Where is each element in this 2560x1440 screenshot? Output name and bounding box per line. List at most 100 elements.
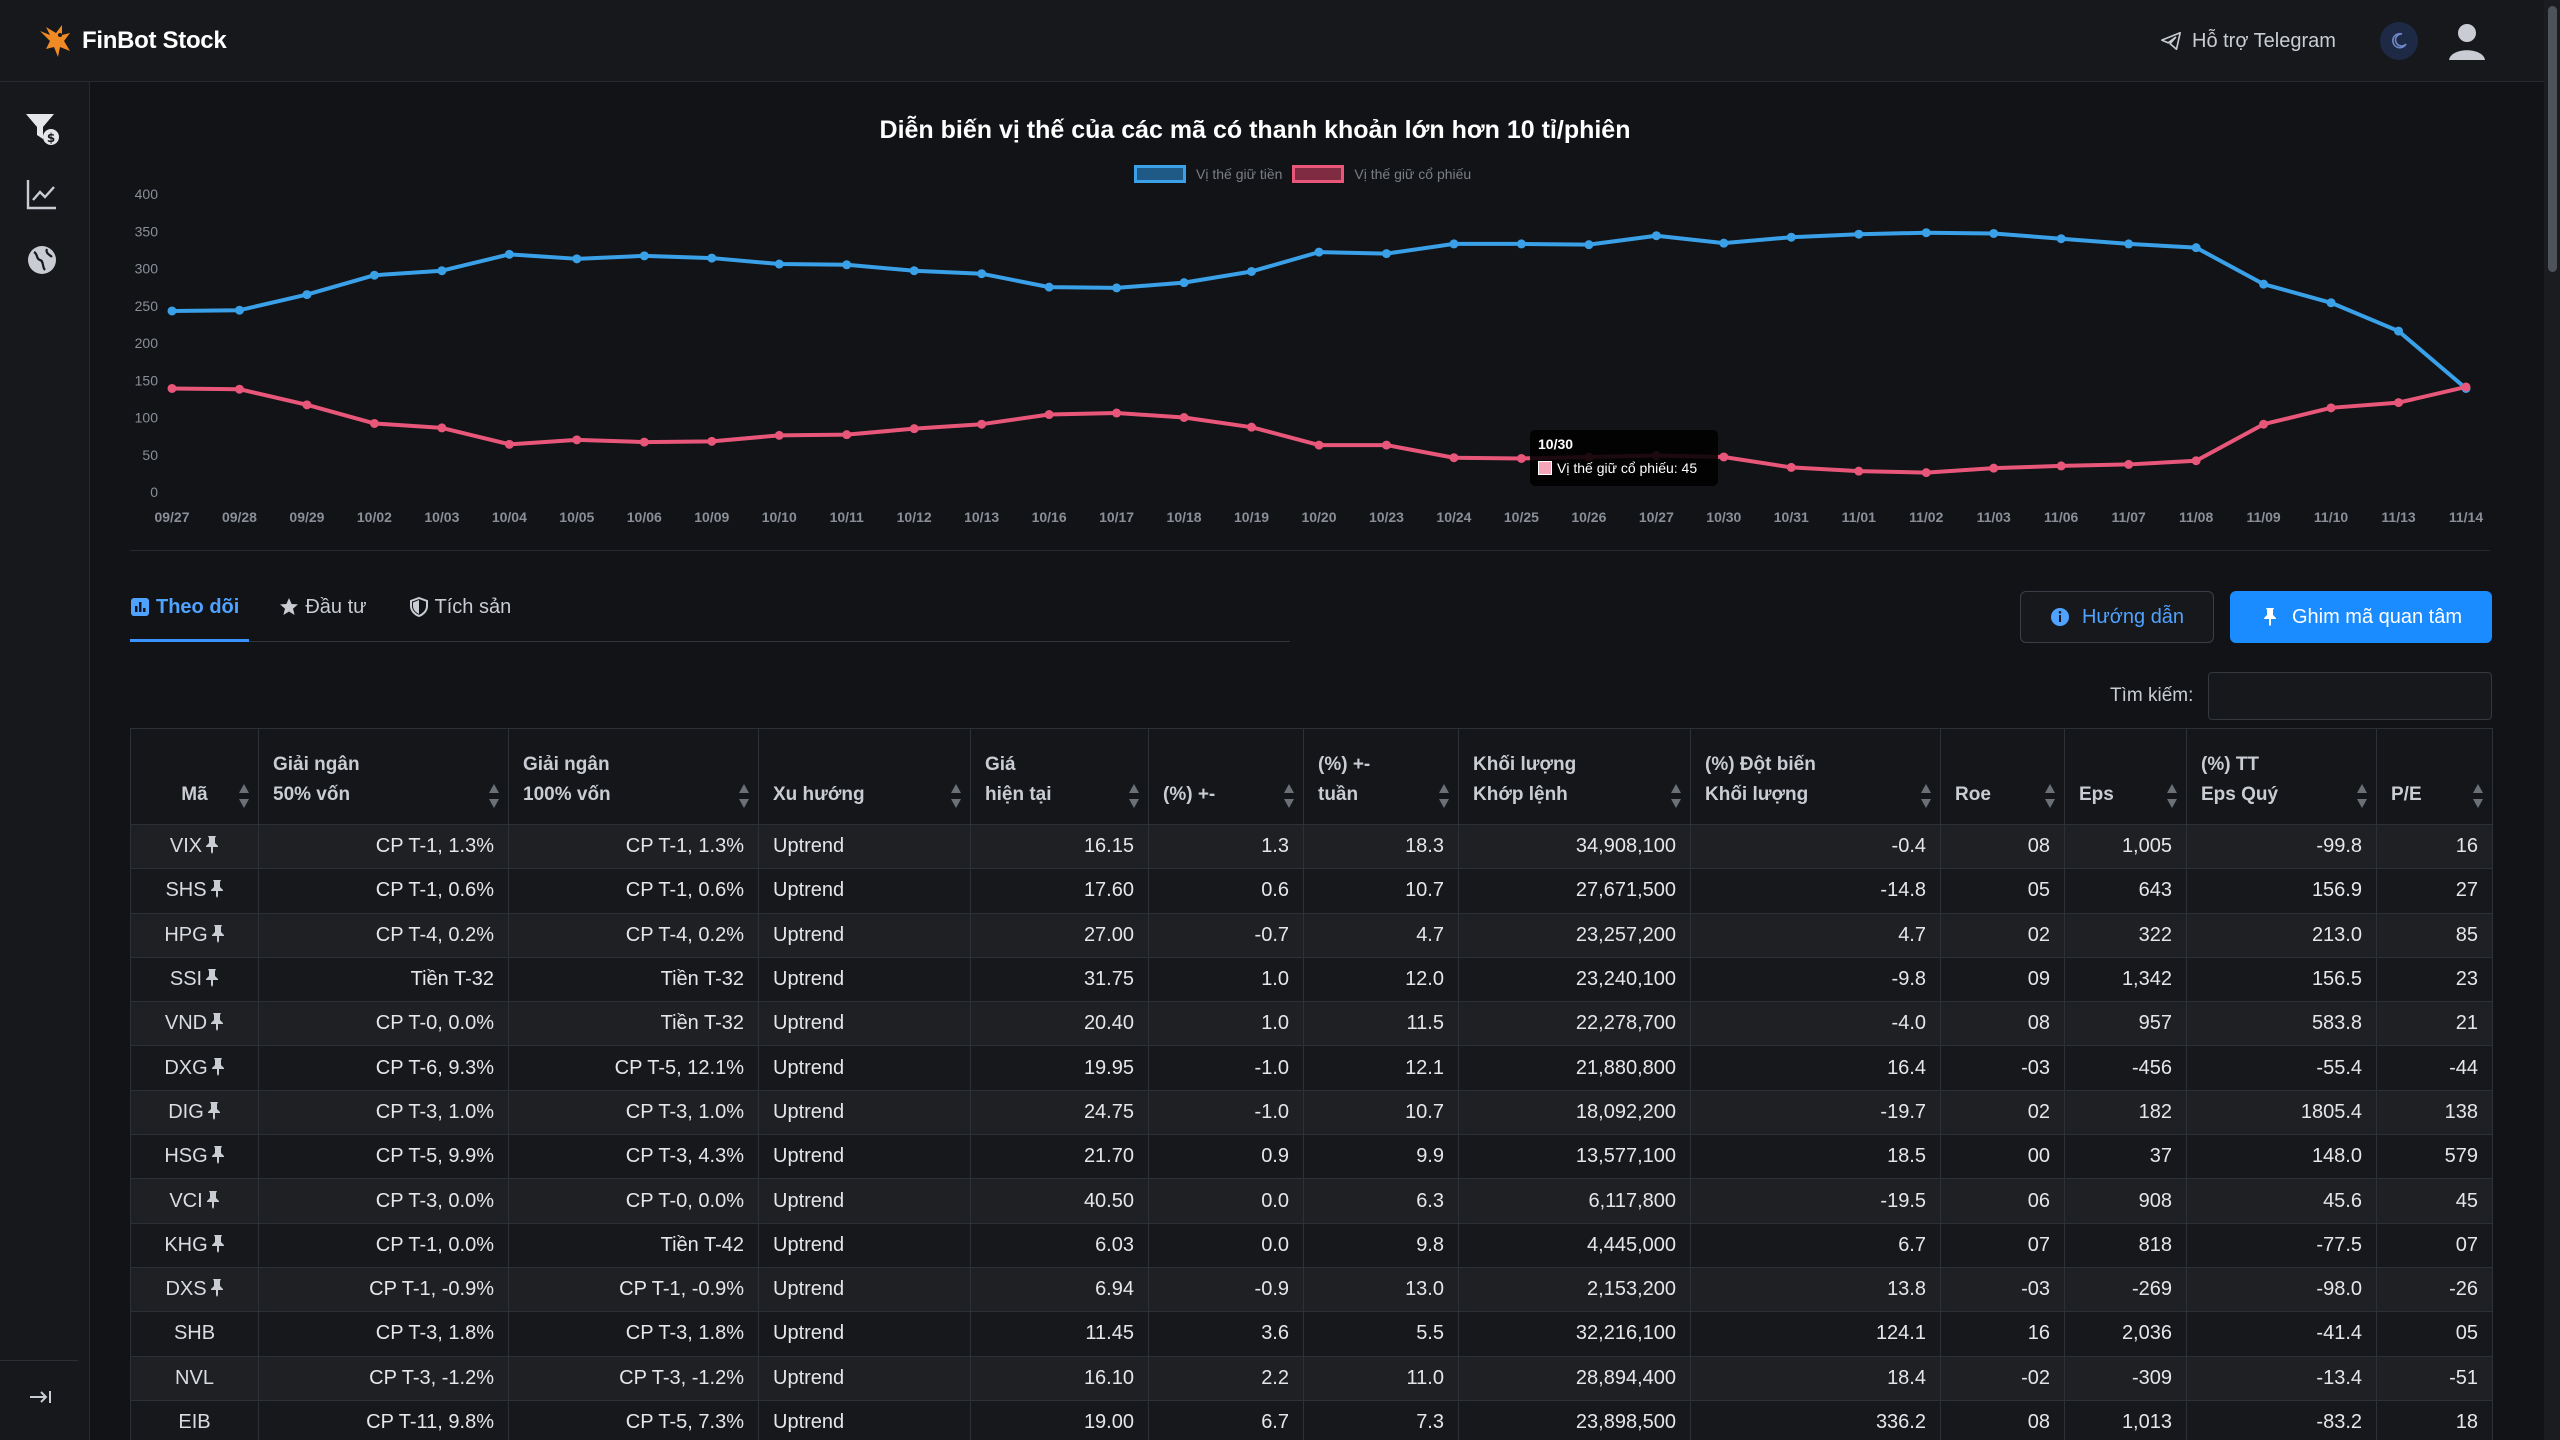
- table-row[interactable]: HPG CP T-4, 0.2% CP T-4, 0.2% Uptrend 27.00-…: [130, 912, 2493, 958]
- column-header[interactable]: (%) TT Eps Quý: [2186, 728, 2377, 825]
- legend-item-cash[interactable]: Vị thế giữ tiền: [1134, 165, 1282, 183]
- data-point-cash: [2056, 234, 2066, 244]
- stock-table: Mã Giải ngân 50% vốn Giải ngân 100% vốn Xu hư…: [130, 728, 2493, 1440]
- cell-ticker[interactable]: DIG: [130, 1089, 259, 1136]
- cell-volume-spike: -4.0: [1690, 1001, 1941, 1047]
- strategy-tabs: Theo dõi Đầu tư Tích sản: [130, 596, 1290, 642]
- column-header[interactable]: Giải ngân 100% vốn: [508, 728, 759, 825]
- pin-icon[interactable]: [211, 1146, 225, 1165]
- pin-icon[interactable]: [211, 924, 225, 943]
- data-point-cash: [1247, 266, 1257, 276]
- column-header[interactable]: (%) Đột biến Khối lượng: [1690, 728, 1941, 825]
- data-point-stock: [167, 383, 177, 393]
- column-header[interactable]: Roe: [1940, 728, 2065, 825]
- x-tick-label: 10/09: [694, 509, 729, 525]
- data-point-stock: [1786, 462, 1796, 472]
- cell-ticker[interactable]: VCI: [130, 1178, 259, 1224]
- column-header[interactable]: Eps: [2064, 728, 2187, 825]
- telegram-support-link[interactable]: Hỗ trợ Telegram: [2160, 24, 2336, 58]
- table-row[interactable]: HSG CP T-5, 9.9% CP T-3, 4.3% Uptrend 21.70 0…: [130, 1134, 2493, 1180]
- table-row[interactable]: SHB CP T-3, 1.8% CP T-3, 1.8% Uptrend 11.45 3…: [130, 1311, 2493, 1357]
- ticker-label: VND: [164, 1012, 208, 1035]
- cell-ticker[interactable]: SHS: [130, 868, 259, 914]
- cell-ticker[interactable]: VIX: [130, 823, 259, 870]
- sidebar-item-chart[interactable]: [22, 174, 62, 214]
- table-row[interactable]: SHS CP T-1, 0.6% CP T-1, 0.6% Uptrend 17.60 0…: [130, 868, 2493, 914]
- table-row[interactable]: NVL CP T-3, -1.2% CP T-3, -1.2% Uptrend 16.1…: [130, 1355, 2493, 1401]
- page-scrollbar[interactable]: [2544, 0, 2560, 1440]
- sidebar-item-globe[interactable]: [22, 240, 62, 280]
- pin-icon[interactable]: [210, 1013, 224, 1032]
- theme-toggle-button[interactable]: [2380, 22, 2418, 60]
- cell-price: 40.50: [970, 1178, 1149, 1224]
- table-row[interactable]: KHG CP T-1, 0.0% Tiền T-42 Uptrend 6.03 0.0 9.…: [130, 1222, 2493, 1268]
- search-input[interactable]: [2208, 672, 2492, 720]
- tab-dau-tu[interactable]: Đầu tư: [279, 596, 378, 642]
- pin-icon[interactable]: [211, 1057, 225, 1076]
- y-tick-label: 350: [135, 223, 159, 239]
- table-row[interactable]: DIG CP T-3, 1.0% CP T-3, 1.0% Uptrend 24.75-…: [130, 1089, 2493, 1136]
- column-header[interactable]: Mã: [130, 728, 259, 825]
- table-row[interactable]: DXG CP T-6, 9.3% CP T-5, 12.1% Uptrend 19.95…: [130, 1045, 2493, 1091]
- cell-ticker[interactable]: KHG: [130, 1222, 259, 1268]
- brand-logo[interactable]: FinBot Stock: [36, 20, 227, 62]
- tab-tich-san[interactable]: Tích sản: [409, 596, 524, 642]
- cell-roe: 09: [1940, 956, 2065, 1003]
- pin-icon[interactable]: [210, 880, 224, 899]
- pin-icon[interactable]: [205, 969, 219, 988]
- y-tick-label: 100: [135, 410, 159, 426]
- pin-icon[interactable]: [207, 1101, 221, 1120]
- column-header[interactable]: Giá hiện tại: [970, 728, 1149, 825]
- column-header[interactable]: Giải ngân 50% vốn: [258, 728, 509, 825]
- column-header-line1: Giá: [985, 754, 1016, 775]
- cell-ticker[interactable]: DXS: [130, 1266, 259, 1313]
- column-header-line1: Giải ngân: [523, 754, 610, 775]
- table-row[interactable]: SSI Tiền T-32 Tiền T-32 Uptrend 31.75 1.0 12.0…: [130, 956, 2493, 1003]
- column-header[interactable]: P/E: [2376, 728, 2493, 825]
- cell-ticker[interactable]: SHB: [130, 1311, 259, 1357]
- column-header-line2: hiện tại: [985, 784, 1052, 805]
- cell-ticker[interactable]: EIB: [130, 1399, 259, 1440]
- pin-icon: [2263, 608, 2276, 626]
- guide-button[interactable]: Hướng dẫn: [2020, 591, 2214, 643]
- cell-volume: 23,240,100: [1458, 956, 1691, 1003]
- column-header[interactable]: (%) +-: [1148, 728, 1304, 825]
- pin-icon[interactable]: [206, 1190, 220, 1209]
- cell-ticker[interactable]: SSI: [130, 956, 259, 1003]
- pin-icon[interactable]: [211, 1234, 225, 1253]
- column-header-line2: Xu hướng: [773, 784, 865, 805]
- search-label: Tìm kiếm:: [2110, 685, 2194, 706]
- table-row[interactable]: DXS CP T-1, -0.9% CP T-1, -0.9% Uptrend 6.94…: [130, 1266, 2493, 1313]
- x-tick-label: 10/24: [1436, 509, 1471, 525]
- pin-icon[interactable]: [205, 836, 219, 855]
- cell-ticker[interactable]: HPG: [130, 912, 259, 958]
- sort-arrows-icon: [739, 784, 749, 808]
- column-header[interactable]: Khối lượng Khớp lệnh: [1458, 728, 1691, 825]
- pin-icon[interactable]: [210, 1279, 224, 1298]
- data-point-cash: [2124, 239, 2134, 249]
- table-row[interactable]: VIX CP T-1, 1.3% CP T-1, 1.3% Uptrend 16.15 1…: [130, 823, 2493, 870]
- data-point-cash: [234, 305, 244, 315]
- y-tick-label: 400: [135, 186, 159, 202]
- data-point-stock: [1314, 440, 1324, 450]
- cell-ticker[interactable]: NVL: [130, 1355, 259, 1401]
- cell-ticker[interactable]: VND: [130, 1001, 259, 1047]
- collapse-icon[interactable]: [26, 1382, 56, 1412]
- legend-item-stock[interactable]: Vị thế giữ cổ phiếu: [1292, 165, 1471, 183]
- column-header[interactable]: (%) +- tuần: [1303, 728, 1459, 825]
- table-row[interactable]: EIB CP T-11, 9.8% CP T-5, 7.3% Uptrend 19.00…: [130, 1399, 2493, 1440]
- tab-theo-doi[interactable]: Theo dõi: [130, 596, 250, 642]
- pin-watchlist-button[interactable]: Ghim mã quan tâm: [2230, 591, 2492, 643]
- cell-week-change: 13.0: [1303, 1266, 1459, 1313]
- table-row[interactable]: VCI CP T-3, 0.0% CP T-0, 0.0% Uptrend 40.50 0…: [130, 1178, 2493, 1224]
- x-tick-label: 10/04: [492, 509, 527, 525]
- cell-ticker[interactable]: DXG: [130, 1045, 259, 1091]
- cell-ticker[interactable]: HSG: [130, 1134, 259, 1180]
- column-header[interactable]: Xu hướng: [758, 728, 971, 825]
- sidebar-item-filter[interactable]: $: [22, 108, 62, 148]
- scrollbar-thumb[interactable]: [2548, 6, 2557, 272]
- user-avatar[interactable]: [2446, 20, 2488, 62]
- table-row[interactable]: VND CP T-0, 0.0% Tiền T-32 Uptrend 20.40 1.0 1…: [130, 1001, 2493, 1047]
- x-tick-label: 11/01: [1842, 509, 1876, 525]
- sort-arrows-icon: [2357, 784, 2367, 808]
